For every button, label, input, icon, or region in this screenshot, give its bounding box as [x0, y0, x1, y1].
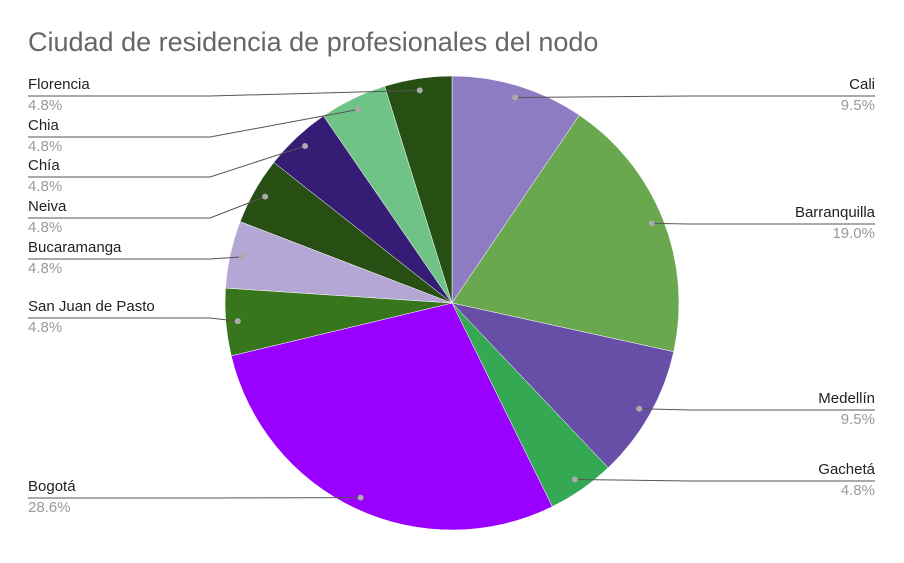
slice-value-label: 4.8% — [841, 482, 875, 499]
leader-dot — [636, 406, 642, 412]
slice-value-label: 4.8% — [28, 178, 62, 195]
slice-label: Florencia — [28, 76, 90, 93]
slice-label: Chia — [28, 117, 60, 134]
leader-dot — [417, 87, 423, 93]
slice-value-label: 4.8% — [28, 97, 62, 114]
leader-dot — [355, 107, 361, 113]
slice-value-label: 28.6% — [28, 499, 71, 516]
slice-label: Medellín — [818, 390, 875, 407]
leader-dot — [358, 495, 364, 501]
slice-value-label: 4.8% — [28, 260, 62, 277]
slice-label: Barranquilla — [795, 204, 876, 221]
slice-value-label: 4.8% — [28, 138, 62, 155]
slice-value-label: 19.0% — [832, 225, 875, 242]
leader-dot — [649, 220, 655, 226]
slice-value-label: 9.5% — [841, 97, 875, 114]
slice-value-label: 9.5% — [841, 411, 875, 428]
slice-value-label: 4.8% — [28, 219, 62, 236]
leader-dot — [239, 254, 245, 260]
slice-label: Gachetá — [818, 461, 875, 478]
slice-label: Bogotá — [28, 478, 76, 495]
slice-label: Bucaramanga — [28, 239, 122, 256]
chart-title: Ciudad de residencia de profesionales de… — [28, 27, 598, 57]
leader-dot — [262, 194, 268, 200]
leader-dot — [512, 94, 518, 100]
leader-dot — [302, 143, 308, 149]
leader-dot — [572, 476, 578, 482]
slice-value-label: 4.8% — [28, 319, 62, 336]
slice-label: Chía — [28, 157, 60, 174]
slice-label: Cali — [849, 76, 875, 93]
slice-label: San Juan de Pasto — [28, 298, 155, 315]
leader-dot — [235, 318, 241, 324]
slice-label: Neiva — [28, 198, 67, 215]
